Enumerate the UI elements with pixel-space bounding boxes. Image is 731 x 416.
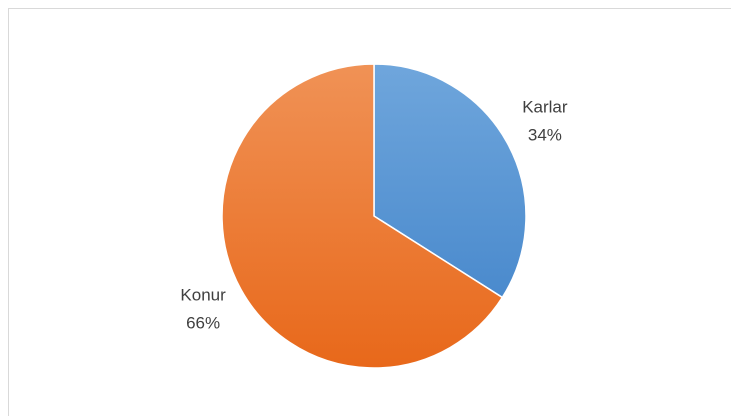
slice-value-label: 34% — [528, 126, 562, 145]
pie-slice — [373, 63, 527, 299]
slice-label: Karlar — [522, 98, 568, 117]
slice-value-label: 66% — [186, 313, 220, 332]
slice-label: Konur — [180, 285, 226, 304]
pie-slice — [221, 63, 504, 369]
